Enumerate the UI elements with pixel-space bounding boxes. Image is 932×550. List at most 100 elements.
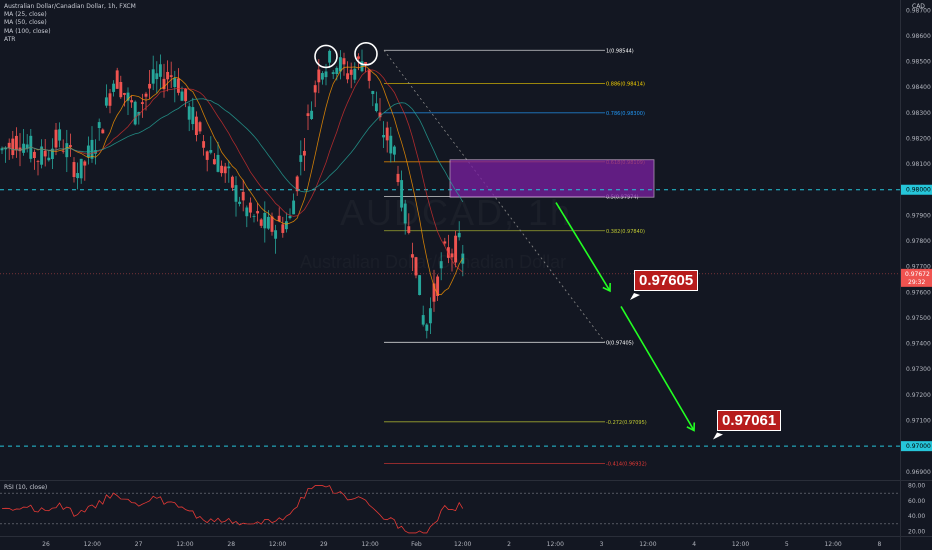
candle-body	[101, 129, 105, 134]
candle-body	[220, 165, 224, 174]
candle-body	[198, 122, 202, 132]
candle-body	[259, 219, 263, 226]
price-tick-label: 0.97600	[906, 289, 931, 296]
candle-body	[216, 154, 220, 172]
candle-body	[349, 69, 353, 75]
time-tick-label: 12:00	[732, 541, 749, 548]
rsi-legend[interactable]: RSI (10, close)	[4, 484, 48, 491]
candle-body	[54, 129, 58, 148]
price-tick-label: 0.97200	[906, 392, 931, 399]
candle-body	[205, 151, 209, 160]
candle-body	[234, 185, 238, 202]
candle-body	[227, 166, 231, 169]
candle-body	[90, 139, 94, 159]
candle-body	[295, 176, 299, 192]
candle-body	[331, 72, 335, 74]
candle-body	[439, 261, 443, 269]
bar-countdown: 29:32	[908, 279, 925, 286]
double-top-marker	[354, 42, 378, 66]
price-tick-label: 0.98600	[906, 33, 931, 40]
candle-body	[144, 93, 148, 97]
candle-body	[446, 247, 450, 258]
candle-body	[0, 148, 4, 151]
rsi-line	[1, 485, 464, 534]
candle-body	[270, 216, 274, 232]
candle-body	[418, 275, 422, 296]
projection-arrow-1	[555, 202, 611, 292]
ma100-line	[1, 98, 464, 203]
fib-trendline	[383, 50, 606, 343]
candle-body	[288, 215, 292, 219]
fib-label: -0.272(0.97095)	[606, 420, 647, 426]
candle-body	[342, 58, 346, 65]
candle-body	[374, 103, 378, 112]
candle-body	[79, 158, 83, 179]
candle-body	[97, 122, 101, 128]
time-tick-label: 12:00	[454, 541, 471, 548]
callout-pointer	[630, 293, 640, 301]
rsi-tick-label: 20.00	[908, 528, 925, 535]
time-tick-label: 12:00	[547, 541, 564, 548]
candle-body	[266, 216, 270, 229]
candle-body	[457, 232, 461, 238]
level-tag	[901, 184, 932, 195]
candle-body	[403, 203, 407, 224]
legend-atr[interactable]: ATR	[4, 35, 16, 43]
time-tick-label: 3	[600, 541, 604, 548]
candle-body	[122, 93, 126, 95]
rsi-tick-label: 80.00	[908, 483, 925, 490]
candle-body	[184, 88, 188, 102]
candle-body	[407, 226, 411, 233]
currency-label: CAD	[912, 3, 925, 10]
legend-ma25[interactable]: MA (25, close)	[4, 11, 47, 19]
candle-body	[140, 102, 144, 104]
candle-body	[396, 173, 400, 183]
current-price-tag	[901, 268, 932, 287]
candle-body	[338, 57, 342, 72]
candle-body	[169, 75, 173, 77]
candle-body	[223, 166, 227, 174]
candle-body	[40, 146, 44, 165]
candle-body	[155, 73, 159, 80]
legend-ma50[interactable]: MA (50, close)	[4, 19, 47, 27]
legend-ma100[interactable]: MA (100, close)	[4, 27, 51, 35]
price-tick-label: 0.97800	[906, 238, 931, 245]
candle-body	[367, 69, 371, 81]
price-tick-label: 0.97300	[906, 366, 931, 373]
supply-zone	[449, 159, 655, 198]
time-tick-label: 12:00	[269, 541, 286, 548]
candle-body	[94, 150, 98, 154]
candle-body	[148, 83, 152, 89]
candle-body	[209, 150, 213, 153]
candle-body	[50, 148, 54, 160]
time-tick-label: 26	[42, 541, 50, 548]
price-tick-label: 0.98400	[906, 84, 931, 91]
candle-body	[400, 180, 404, 208]
candle-body	[115, 70, 119, 89]
price-tick-label: 0.97100	[906, 418, 931, 425]
candle-body	[378, 112, 382, 118]
candle-body	[392, 146, 396, 155]
time-tick-label: 27	[135, 541, 143, 548]
target-callout-2: 0.97061	[717, 410, 782, 431]
candle-body	[191, 107, 195, 125]
candle-body	[335, 67, 339, 75]
candle-body	[302, 150, 306, 156]
fib-label: 0.886(0.98414)	[606, 82, 645, 88]
rsi-tick-label: 40.00	[908, 513, 925, 520]
candle-body	[43, 150, 47, 157]
candle-body	[306, 113, 310, 116]
candle-body	[389, 135, 393, 154]
candle-body	[151, 69, 155, 84]
candle-body	[432, 283, 436, 302]
candle-body	[176, 78, 180, 93]
rsi-tick-label: 60.00	[908, 498, 925, 505]
time-tick-label: 5	[785, 541, 789, 548]
time-tick-label: 12:00	[84, 541, 101, 548]
legend-title[interactable]: Australian Dollar/Canadian Dollar, 1h, F…	[4, 3, 136, 10]
candle-body	[346, 73, 350, 80]
candle-body	[281, 224, 285, 233]
candle-body	[443, 241, 447, 244]
candle-body	[187, 106, 191, 120]
